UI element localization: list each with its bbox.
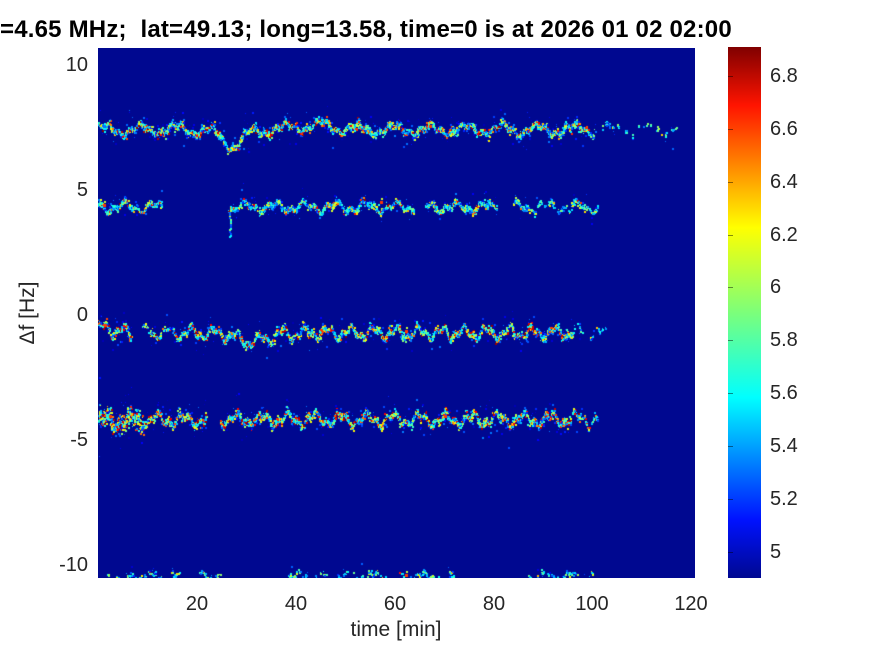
y-tick-label: 10 <box>65 54 88 76</box>
colorbar-tick-label: 5.6 <box>770 382 798 404</box>
colorbar-tick-label: 5.2 <box>770 488 798 510</box>
y-tick-label: -5 <box>70 429 88 451</box>
spectrogram-canvas <box>98 48 695 578</box>
colorbar-tick-label: 5 <box>770 541 782 563</box>
x-tick-label: 40 <box>284 593 308 615</box>
x-axis-label: time [min] <box>350 618 442 641</box>
colorbar-tick-mark <box>728 340 733 341</box>
y-tick-label: 0 <box>76 304 88 326</box>
x-tick-label: 80 <box>482 593 506 615</box>
colorbar-tick-label: 5.8 <box>770 329 798 351</box>
x-tick-label: 20 <box>185 593 209 615</box>
colorbar-tick-label: 5.4 <box>770 435 798 457</box>
colorbar-tick-label: 6.4 <box>770 171 798 193</box>
colorbar-gradient <box>728 47 761 578</box>
y-tick-label: -10 <box>59 554 88 576</box>
colorbar-tick-mark <box>728 446 733 447</box>
colorbar-tick-mark <box>728 235 733 236</box>
colorbar-tick-mark <box>728 499 733 500</box>
figure-title: =4.65 MHz; lat=49.13; long=13.58, time=0… <box>0 16 732 43</box>
colorbar-tick-mark <box>728 129 733 130</box>
colorbar-tick-label: 6.2 <box>770 224 798 246</box>
colorbar-tick-mark <box>728 287 733 288</box>
y-tick-label: 5 <box>76 179 88 201</box>
colorbar-tick-mark <box>728 182 733 183</box>
colorbar-tick-mark <box>728 552 733 553</box>
colorbar-tick-label: 6.6 <box>770 118 798 140</box>
colorbar-tick-mark <box>728 393 733 394</box>
x-tick-label: 120 <box>674 593 708 615</box>
x-tick-label: 60 <box>383 593 407 615</box>
colorbar-tick-label: 6 <box>770 276 782 298</box>
colorbar-tick-label: 6.8 <box>770 65 798 87</box>
x-tick-label: 100 <box>575 593 609 615</box>
colorbar-tick-mark <box>728 76 733 77</box>
